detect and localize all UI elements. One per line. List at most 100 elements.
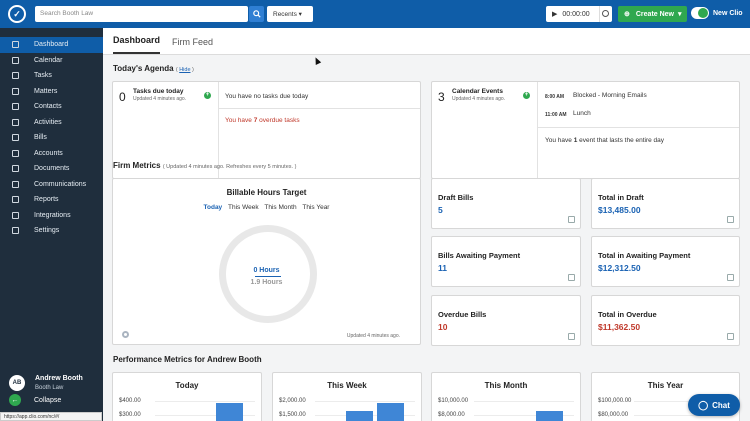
- overdue-count: 7: [253, 117, 258, 124]
- metric-card-total-in-overdue[interactable]: Total in Overdue $11,362.50: [591, 295, 740, 346]
- search-button[interactable]: [249, 6, 264, 22]
- create-new-label: Create New: [635, 10, 675, 18]
- event-title[interactable]: Blocked - Morning Emails: [573, 92, 647, 99]
- metric-card-draft-bills[interactable]: Draft Bills 5: [431, 178, 581, 229]
- sidebar-item-settings[interactable]: Settings: [0, 223, 103, 239]
- briefcase-icon: [12, 87, 19, 95]
- period-tab-this-year[interactable]: This Year: [302, 204, 330, 211]
- bills-icon: [12, 134, 19, 142]
- performance-title: Performance Metrics for Andrew Booth: [113, 355, 262, 364]
- external-link-icon[interactable]: [568, 333, 575, 340]
- metric-card-total-awaiting-payment[interactable]: Total in Awaiting Payment $12,312.50: [591, 236, 740, 287]
- new-clio-toggle[interactable]: [691, 7, 709, 19]
- period-tab-today[interactable]: Today: [203, 204, 223, 211]
- overdue-prefix: You have: [225, 117, 254, 124]
- metric-label: Total in Draft: [598, 193, 644, 202]
- metric-card-overdue-bills[interactable]: Overdue Bills 10: [431, 295, 581, 346]
- chevron-down-icon: ▾: [298, 11, 302, 18]
- events-row-divider: [538, 127, 739, 128]
- metric-label: Draft Bills: [438, 193, 474, 202]
- sidebar-item-tasks[interactable]: Tasks: [0, 68, 103, 84]
- event-time: 8:00 AM: [545, 94, 564, 100]
- overdue-tasks-link[interactable]: You have 7 overdue tasks: [225, 117, 300, 124]
- avatar[interactable]: AB: [9, 375, 25, 391]
- external-link-icon[interactable]: [568, 216, 575, 223]
- metric-label: Overdue Bills: [438, 310, 487, 319]
- external-link-icon[interactable]: [727, 216, 734, 223]
- metric-label: Bills Awaiting Payment: [438, 251, 521, 260]
- sidebar-item-activities[interactable]: Activities: [0, 115, 103, 131]
- external-link-icon[interactable]: [568, 274, 575, 281]
- contacts-icon: [12, 103, 19, 111]
- sidebar-item-label: Bills: [34, 134, 47, 142]
- tasks-icon: [12, 72, 19, 80]
- add-event-icon[interactable]: +: [523, 92, 530, 99]
- grid-line: [315, 401, 415, 402]
- play-icon[interactable]: ▶: [552, 11, 558, 18]
- metric-card-total-in-draft[interactable]: Total in Draft $13,485.00: [591, 178, 740, 229]
- metric-card-bills-awaiting-payment[interactable]: Bills Awaiting Payment 11: [431, 236, 581, 287]
- axis-tick: $80,000.00: [598, 412, 629, 418]
- events-label: Calendar Events: [452, 88, 503, 95]
- agenda-title: Today's Agenda ( Hide ): [113, 64, 194, 73]
- recents-dropdown[interactable]: Recents ▾: [267, 6, 313, 22]
- sidebar-item-matters[interactable]: Matters: [0, 84, 103, 100]
- tasks-updated: Updated 4 minutes ago.: [133, 96, 187, 102]
- grid-line: [155, 401, 255, 402]
- collapse-button[interactable]: ← Collapse: [9, 394, 61, 406]
- actual-hours: 0 Hours: [253, 267, 280, 274]
- external-link-icon[interactable]: [727, 274, 734, 281]
- tab-dashboard[interactable]: Dashboard: [113, 35, 161, 54]
- axis-tick: $8,000.00: [438, 412, 465, 418]
- timer-value: 00:00:00: [562, 10, 590, 18]
- period-tab-this-month[interactable]: This Month: [264, 204, 297, 211]
- timer-widget[interactable]: ▶ 00:00:00: [546, 6, 612, 22]
- sidebar-item-label: Settings: [34, 227, 60, 235]
- user-name: Andrew Booth: [35, 375, 83, 382]
- period-tab-this-week[interactable]: This Week: [228, 204, 259, 211]
- add-task-icon[interactable]: +: [204, 92, 211, 99]
- allday-suffix: event that lasts the entire day: [577, 137, 665, 144]
- sidebar-item-dashboard[interactable]: Dashboard: [0, 37, 103, 53]
- tasks-card: 0 Tasks due today Updated 4 minutes ago.…: [112, 81, 421, 179]
- sidebar-item-reports[interactable]: Reports: [0, 192, 103, 208]
- timer-divider: [599, 6, 600, 22]
- sidebar-item-accounts[interactable]: Accounts: [0, 146, 103, 162]
- reports-icon: [12, 196, 19, 204]
- hide-link[interactable]: Hide: [179, 67, 191, 73]
- create-new-button[interactable]: ⊕ Create New ▾: [618, 6, 687, 22]
- sidebar-item-contacts[interactable]: Contacts: [0, 99, 103, 115]
- event-title[interactable]: Lunch: [573, 110, 591, 117]
- search-input[interactable]: Search Booth Law: [35, 6, 248, 22]
- gear-icon[interactable]: [122, 331, 129, 338]
- external-link-icon[interactable]: [727, 333, 734, 340]
- status-bar-url: https://app.clio.com/nc/#/: [0, 412, 102, 421]
- sidebar-item-integrations[interactable]: Integrations: [0, 208, 103, 224]
- allday-count: 1: [573, 137, 578, 144]
- collapse-label: Collapse: [34, 396, 62, 404]
- plus-circle-icon: ⊕: [624, 11, 630, 18]
- events-updated: Updated 4 minutes ago.: [452, 96, 506, 102]
- billable-hours-card: Billable Hours Target Today This Week Th…: [112, 178, 421, 345]
- metric-value: $12,312.50: [598, 263, 641, 273]
- chat-bubble-icon: ◯: [698, 399, 709, 410]
- performance-card-title: Today: [175, 381, 199, 390]
- clio-logo-icon[interactable]: ✓: [8, 5, 26, 23]
- sidebar-item-documents[interactable]: Documents: [0, 161, 103, 177]
- sidebar: Dashboard Calendar Tasks Matters Contact…: [0, 28, 103, 421]
- bank-icon: [12, 149, 19, 157]
- chat-button[interactable]: ◯ Chat: [688, 394, 740, 416]
- sidebar-item-calendar[interactable]: Calendar: [0, 53, 103, 69]
- performance-bar: [536, 411, 563, 421]
- clock-icon[interactable]: [602, 10, 609, 17]
- metric-label: Total in Awaiting Payment: [598, 251, 691, 260]
- tab-firm-feed[interactable]: Firm Feed: [172, 37, 214, 47]
- grid-line: [474, 401, 574, 402]
- sidebar-item-bills[interactable]: Bills: [0, 130, 103, 146]
- gear-icon: [12, 227, 19, 235]
- billable-hours-title: Billable Hours Target: [226, 188, 307, 197]
- axis-tick: $300.00: [119, 412, 141, 418]
- billable-updated: Updated 4 minutes ago.: [346, 333, 400, 339]
- firm-metrics-title-text: Firm Metrics: [113, 161, 161, 170]
- sidebar-item-communications[interactable]: Communications: [0, 177, 103, 193]
